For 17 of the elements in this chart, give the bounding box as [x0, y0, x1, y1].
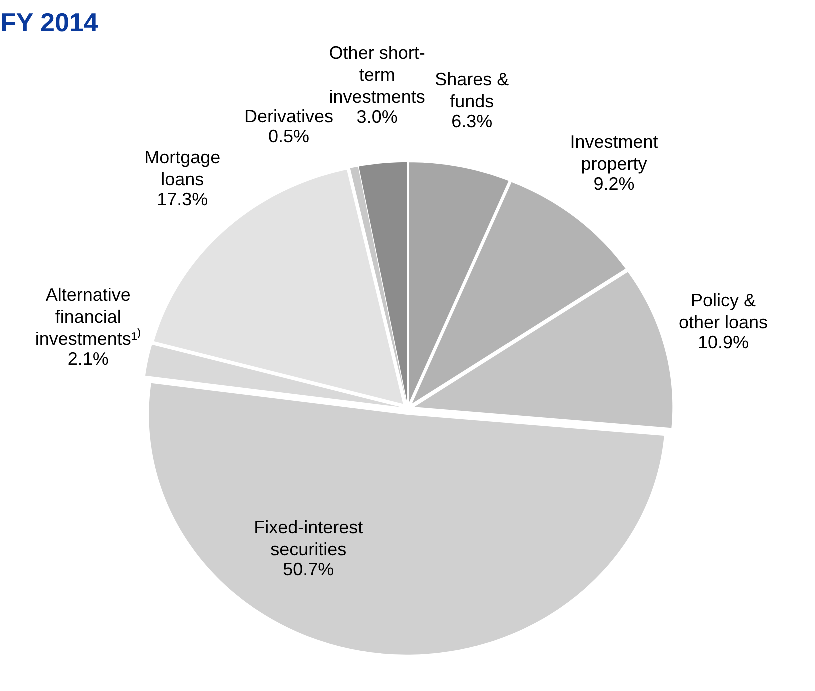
- data-label: 10.9%: [698, 332, 750, 352]
- slice-label: Shares & funds: [435, 70, 510, 112]
- slice-label: Other short- term investments: [329, 42, 426, 107]
- slice-label: Investment property: [570, 132, 658, 174]
- slice-label: Alternative financial investments¹⁾: [35, 285, 142, 350]
- slice-label: Derivatives: [244, 106, 334, 127]
- slice-label: Fixed-interest securities: [254, 517, 364, 560]
- data-label: 6.3%: [452, 112, 493, 132]
- chart-title: FY 2014: [0, 8, 99, 38]
- slice-label: Mortgage loans: [144, 148, 221, 190]
- data-label: 3.0%: [356, 106, 398, 127]
- data-label: 0.5%: [268, 126, 310, 147]
- slice-label: Policy & other loans: [678, 290, 768, 332]
- data-label: 2.1%: [68, 349, 109, 370]
- data-label: 50.7%: [283, 559, 334, 580]
- data-label: 9.2%: [594, 174, 635, 194]
- data-label: 17.3%: [157, 190, 208, 210]
